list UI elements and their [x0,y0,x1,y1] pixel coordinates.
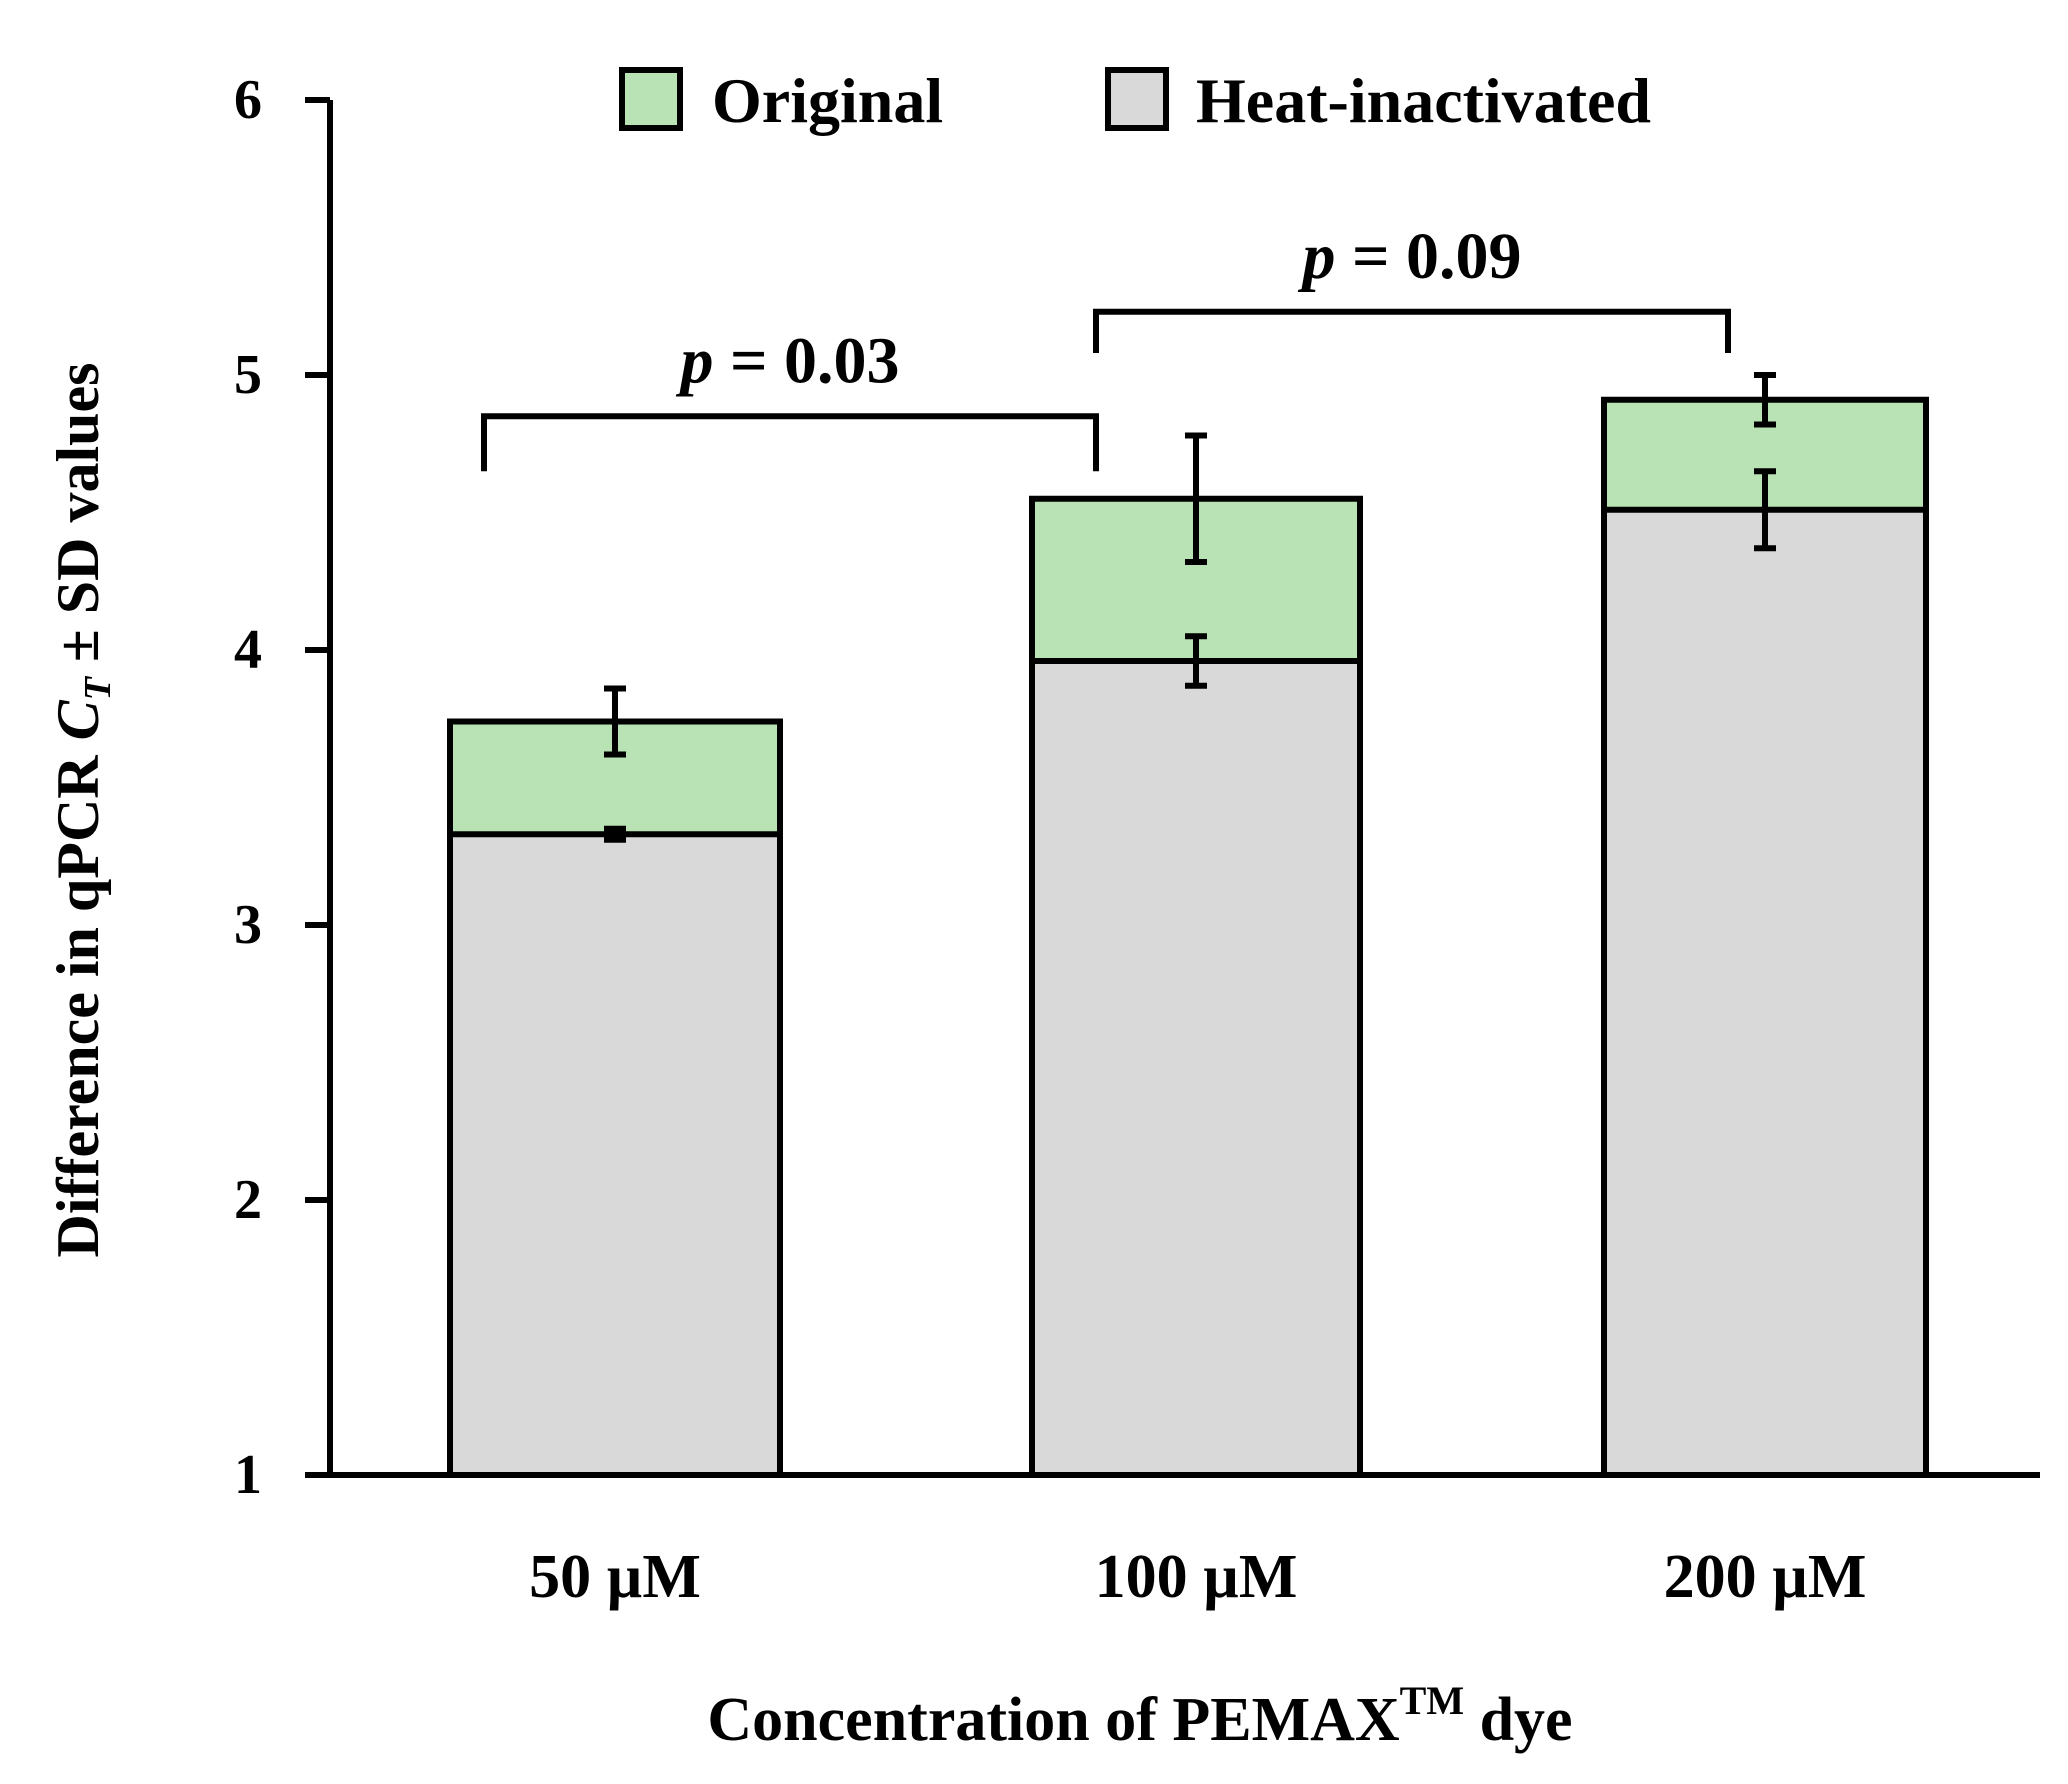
error-bar-original-1 [604,685,626,758]
y-tick-label-3: 3 [234,894,262,956]
x-axis-label-suffix: dye [1464,1686,1573,1754]
x-tick-label-3: 200 µM [1664,1543,1867,1611]
legend-swatch-original [619,67,683,131]
bar-heat-inactivated-2 [1029,658,1363,1478]
y-tick-label-6: 6 [234,69,262,131]
error-bar-heat-inactivated-2 [1185,633,1207,689]
y-tick-label-2: 2 [234,1169,262,1231]
p-symbol-2: p [1297,220,1335,293]
y-tick-label-1: 1 [234,1444,262,1506]
y-tick-label-4: 4 [234,619,262,681]
error-bar-heat-inactivated-3 [1754,468,1776,552]
y-axis-label-ct: C [45,699,111,740]
p-value-text-1: = 0.03 [713,324,899,397]
legend: Original Heat-inactivated [619,65,1651,136]
error-bar-original-3 [1754,372,1776,428]
bar-heat-inactivated-1 [447,831,783,1478]
y-axis-label-ct-subscript: T [77,675,119,700]
significance-bracket-2: p = 0.09 [1093,220,1731,353]
x-axis-label-main: Concentration of PEMAX [707,1686,1399,1754]
p-symbol-1: p [675,324,713,397]
x-axis-label: Concentration of PEMAXTM dye [707,1678,1572,1754]
error-bar-heat-inactivated-1 [604,825,626,843]
legend-label-original: Original [712,65,943,136]
x-tick-label-1: 50 µM [529,1543,701,1611]
y-tick-label-5: 5 [234,344,262,406]
y-axis-label: Difference in qPCR CT ± SD values [45,362,119,1257]
p-value-label-2: p = 0.09 [1297,220,1521,293]
bar-heat-inactivated-3 [1601,506,1929,1478]
bracket-line-1 [481,413,1099,472]
y-axis-label-suffix: ± SD values [45,362,111,677]
x-axis-label-superscript: TM [1400,1678,1464,1723]
p-value-label-1: p = 0.03 [675,324,899,397]
y-axis-label-main: Difference in qPCR [45,740,111,1257]
bracket-line-2 [1093,308,1731,353]
legend-swatch-heat-inactivated [1105,67,1169,131]
significance-bracket-1: p = 0.03 [481,324,1099,472]
x-tick-label-2: 100 µM [1095,1543,1298,1611]
legend-label-heat-inactivated: Heat-inactivated [1196,65,1651,136]
p-value-text-2: = 0.09 [1335,220,1521,293]
error-bar-original-2 [1185,432,1207,565]
